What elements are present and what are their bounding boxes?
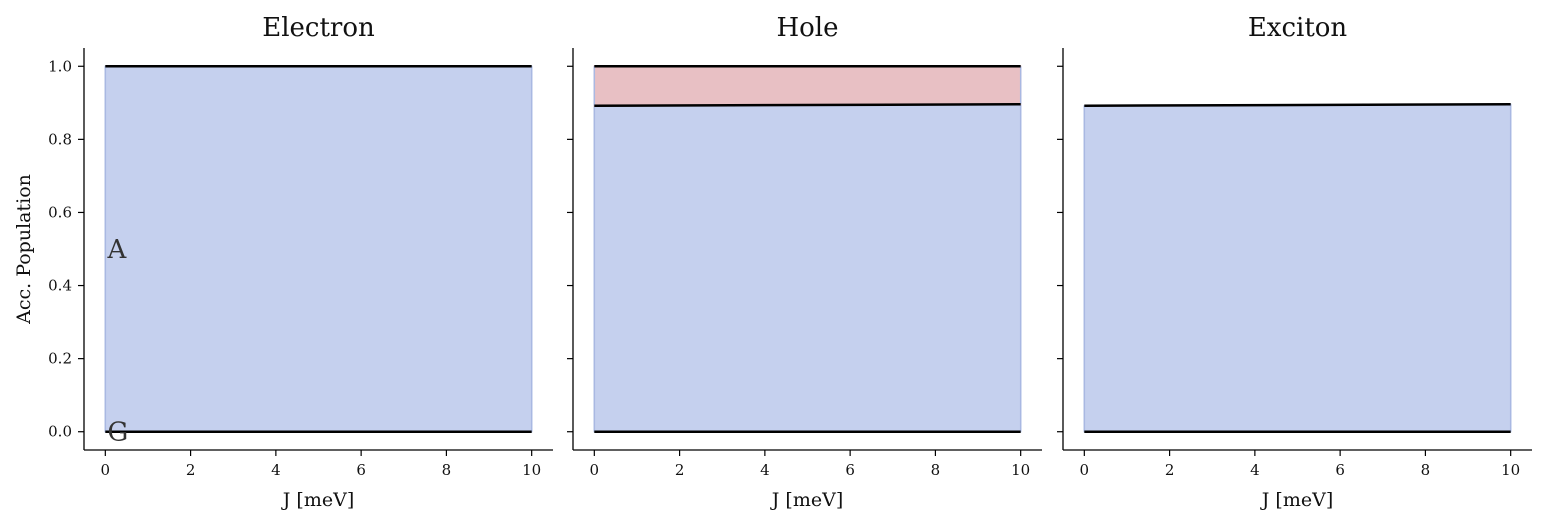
band-2 (593, 65, 1022, 107)
x-tick-label: 6 (1335, 461, 1345, 479)
x-tick-label: 4 (271, 461, 281, 479)
subplot-1: 0 2 4 6 8 10 0.0 0.2 0.4 0.6 0.8 1.0 Electron J [meV]… (13, 13, 553, 511)
band-annotation-g: G (107, 418, 128, 448)
y-axis-label: Acc. Population (13, 174, 35, 325)
y-tick-label: 0.6 (48, 203, 72, 221)
boundary-line-2 (1084, 103, 1511, 107)
band-annotation-a: A (106, 235, 127, 265)
x-tick-label: 8 (442, 461, 452, 479)
subplot-3: 0 2 4 6 8 10 Exciton J [meV] (1057, 13, 1532, 511)
x-tick-label: 4 (1250, 461, 1260, 479)
chart-title: Hole (776, 13, 838, 43)
y-tick-label: 0.0 (48, 423, 72, 441)
x-tick-label: 0 (590, 461, 600, 479)
band-1 (593, 103, 1022, 433)
x-tick-label: 8 (931, 461, 941, 479)
x-axis-label: J [meV] (1260, 489, 1333, 511)
subplot-2: 0 2 4 6 8 10 Hole J [meV] (567, 13, 1042, 511)
x-tick-label: 2 (1165, 461, 1175, 479)
x-tick-label: 6 (845, 461, 855, 479)
y-tick-label: 0.2 (48, 350, 72, 368)
band-1 (1083, 103, 1512, 433)
chart-title: Electron (262, 13, 375, 43)
band-1 (104, 65, 533, 433)
boundary-line-2 (594, 103, 1021, 107)
y-tick-label: 0.8 (48, 130, 72, 148)
x-tick-label: 0 (101, 461, 111, 479)
x-axis-label: J [meV] (770, 489, 843, 511)
y-tick-label: 0.4 (48, 277, 72, 295)
chart-title: Exciton (1248, 13, 1348, 43)
x-axis-label: J [meV] (281, 489, 354, 511)
x-tick-label: 2 (186, 461, 196, 479)
x-tick-label: 4 (760, 461, 770, 479)
x-tick-label: 8 (1421, 461, 1431, 479)
x-tick-label: 2 (675, 461, 685, 479)
x-tick-label: 6 (356, 461, 366, 479)
x-tick-label: 10 (1011, 461, 1030, 479)
y-tick-label: 1.0 (48, 57, 72, 75)
x-tick-label: 10 (1501, 461, 1520, 479)
x-tick-label: 0 (1080, 461, 1090, 479)
x-tick-label: 10 (522, 461, 541, 479)
